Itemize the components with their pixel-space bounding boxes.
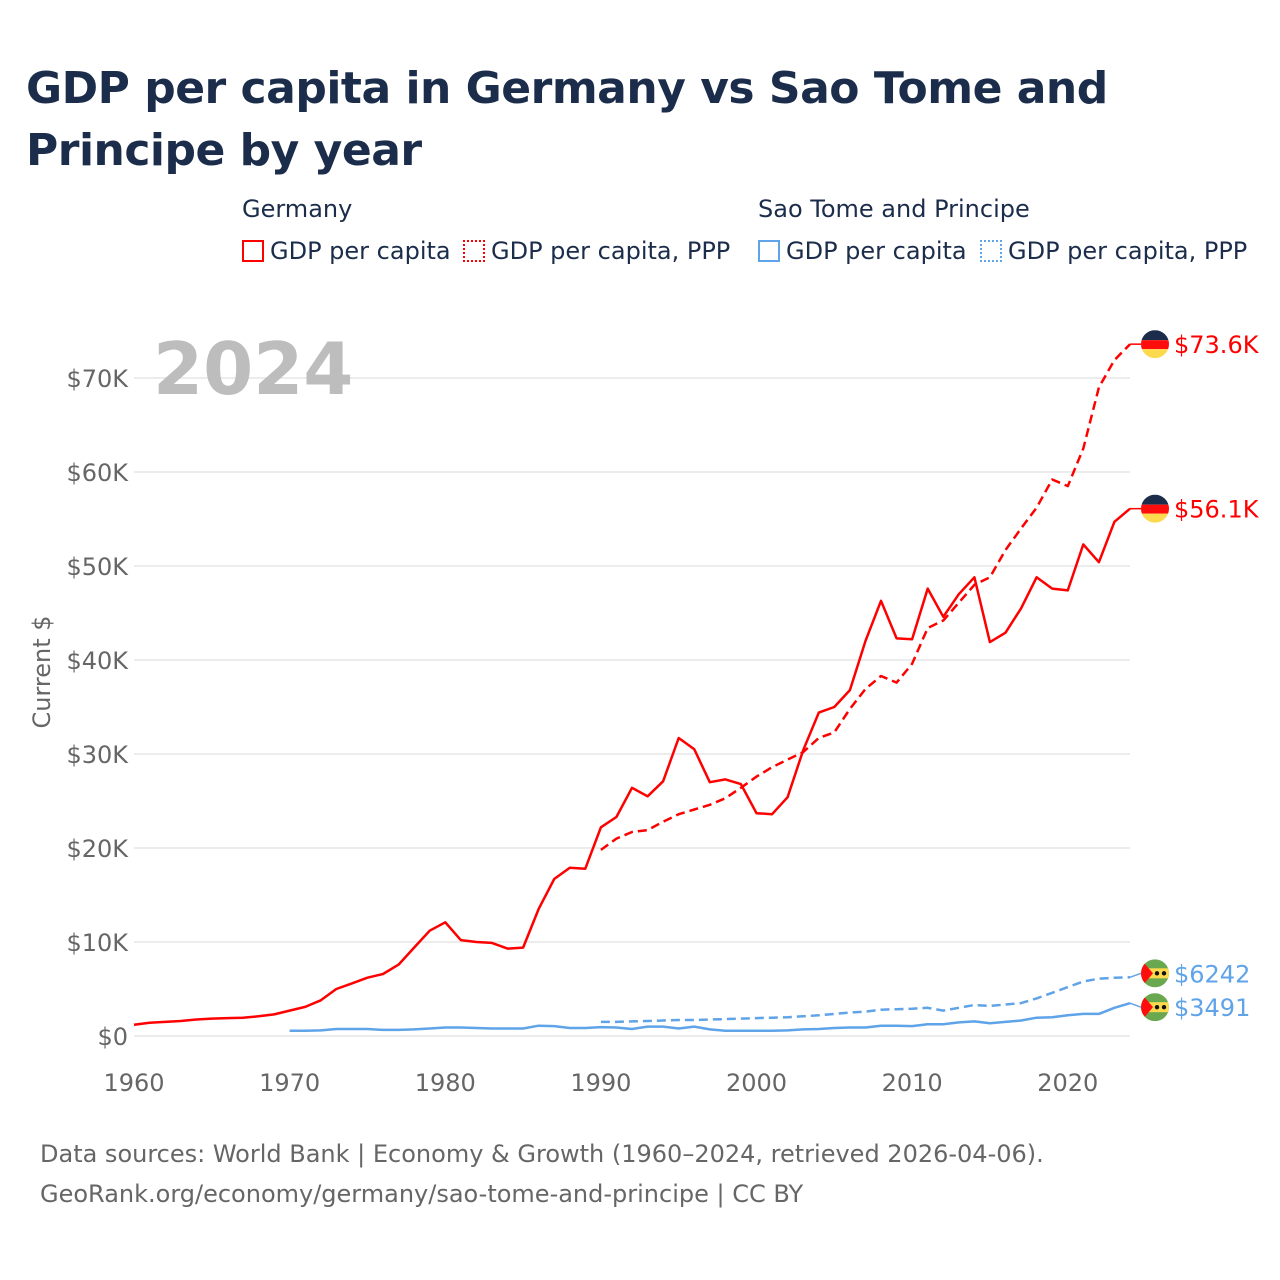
end-value-label: $6242 — [1174, 960, 1250, 988]
sao-tome-flag-icon — [1141, 959, 1169, 988]
x-tick-label: 1960 — [103, 1069, 164, 1097]
y-axis-label: Current $ — [28, 615, 56, 728]
x-tick-label: 2010 — [882, 1069, 943, 1097]
legend-swatch-dotted — [980, 240, 1002, 262]
end-value-label: $3491 — [1174, 994, 1250, 1022]
y-tick-label: $30K — [66, 741, 129, 769]
y-tick-label: $0 — [97, 1023, 128, 1051]
legend-label: GDP per capita, PPP — [491, 237, 731, 265]
footer-link[interactable]: GeoRank.org/economy/germany/sao-tome-and… — [40, 1180, 804, 1208]
end-connector — [1129, 972, 1142, 979]
legend-item-germany-gdp[interactable]: GDP per capita — [242, 237, 451, 265]
y-tick-label: $10K — [66, 929, 129, 957]
year-watermark: 2024 — [153, 327, 353, 411]
footer-sources: Data sources: World Bank | Economy & Gro… — [40, 1140, 1044, 1168]
legend-label: GDP per capita, PPP — [1008, 237, 1248, 265]
y-tick-label: $60K — [66, 459, 129, 487]
end-value-label: $56.1K — [1174, 496, 1260, 524]
legend-swatch-solid — [242, 240, 264, 262]
y-tick-label: $20K — [66, 835, 129, 863]
germany-flag-icon — [1141, 494, 1169, 523]
series-line — [289, 1002, 1131, 1033]
end-value-label: $73.6K — [1174, 331, 1260, 359]
sao-tome-flag-icon — [1141, 993, 1169, 1022]
series-line — [133, 507, 1131, 1026]
x-tick-label: 1990 — [570, 1069, 631, 1097]
x-tick-label: 1970 — [259, 1069, 320, 1097]
germany-flag-icon — [1141, 330, 1169, 359]
legend-item-stp-ppp[interactable]: GDP per capita, PPP — [980, 237, 1247, 265]
legend-label: GDP per capita — [786, 237, 967, 265]
legend-swatch-solid — [758, 240, 780, 262]
legend-group-stp: Sao Tome and Principe — [758, 195, 1030, 223]
y-tick-label: $70K — [66, 365, 129, 393]
legend-label: GDP per capita — [270, 237, 451, 265]
x-tick-label: 2020 — [1037, 1069, 1098, 1097]
end-connector — [1129, 1002, 1142, 1008]
series-line — [600, 976, 1131, 1024]
y-tick-label: $40K — [66, 647, 129, 675]
series-line — [600, 343, 1131, 851]
x-tick-label: 2000 — [726, 1069, 787, 1097]
legend-swatch-dotted — [463, 240, 485, 262]
y-tick-label: $50K — [66, 553, 129, 581]
legend-item-stp-gdp[interactable]: GDP per capita — [758, 237, 967, 265]
page-title: GDP per capita in Germany vs Sao Tome an… — [26, 63, 1108, 176]
legend-item-germany-ppp[interactable]: GDP per capita, PPP — [463, 237, 730, 265]
legend-group-germany: Germany — [242, 195, 353, 223]
x-tick-label: 1980 — [415, 1069, 476, 1097]
